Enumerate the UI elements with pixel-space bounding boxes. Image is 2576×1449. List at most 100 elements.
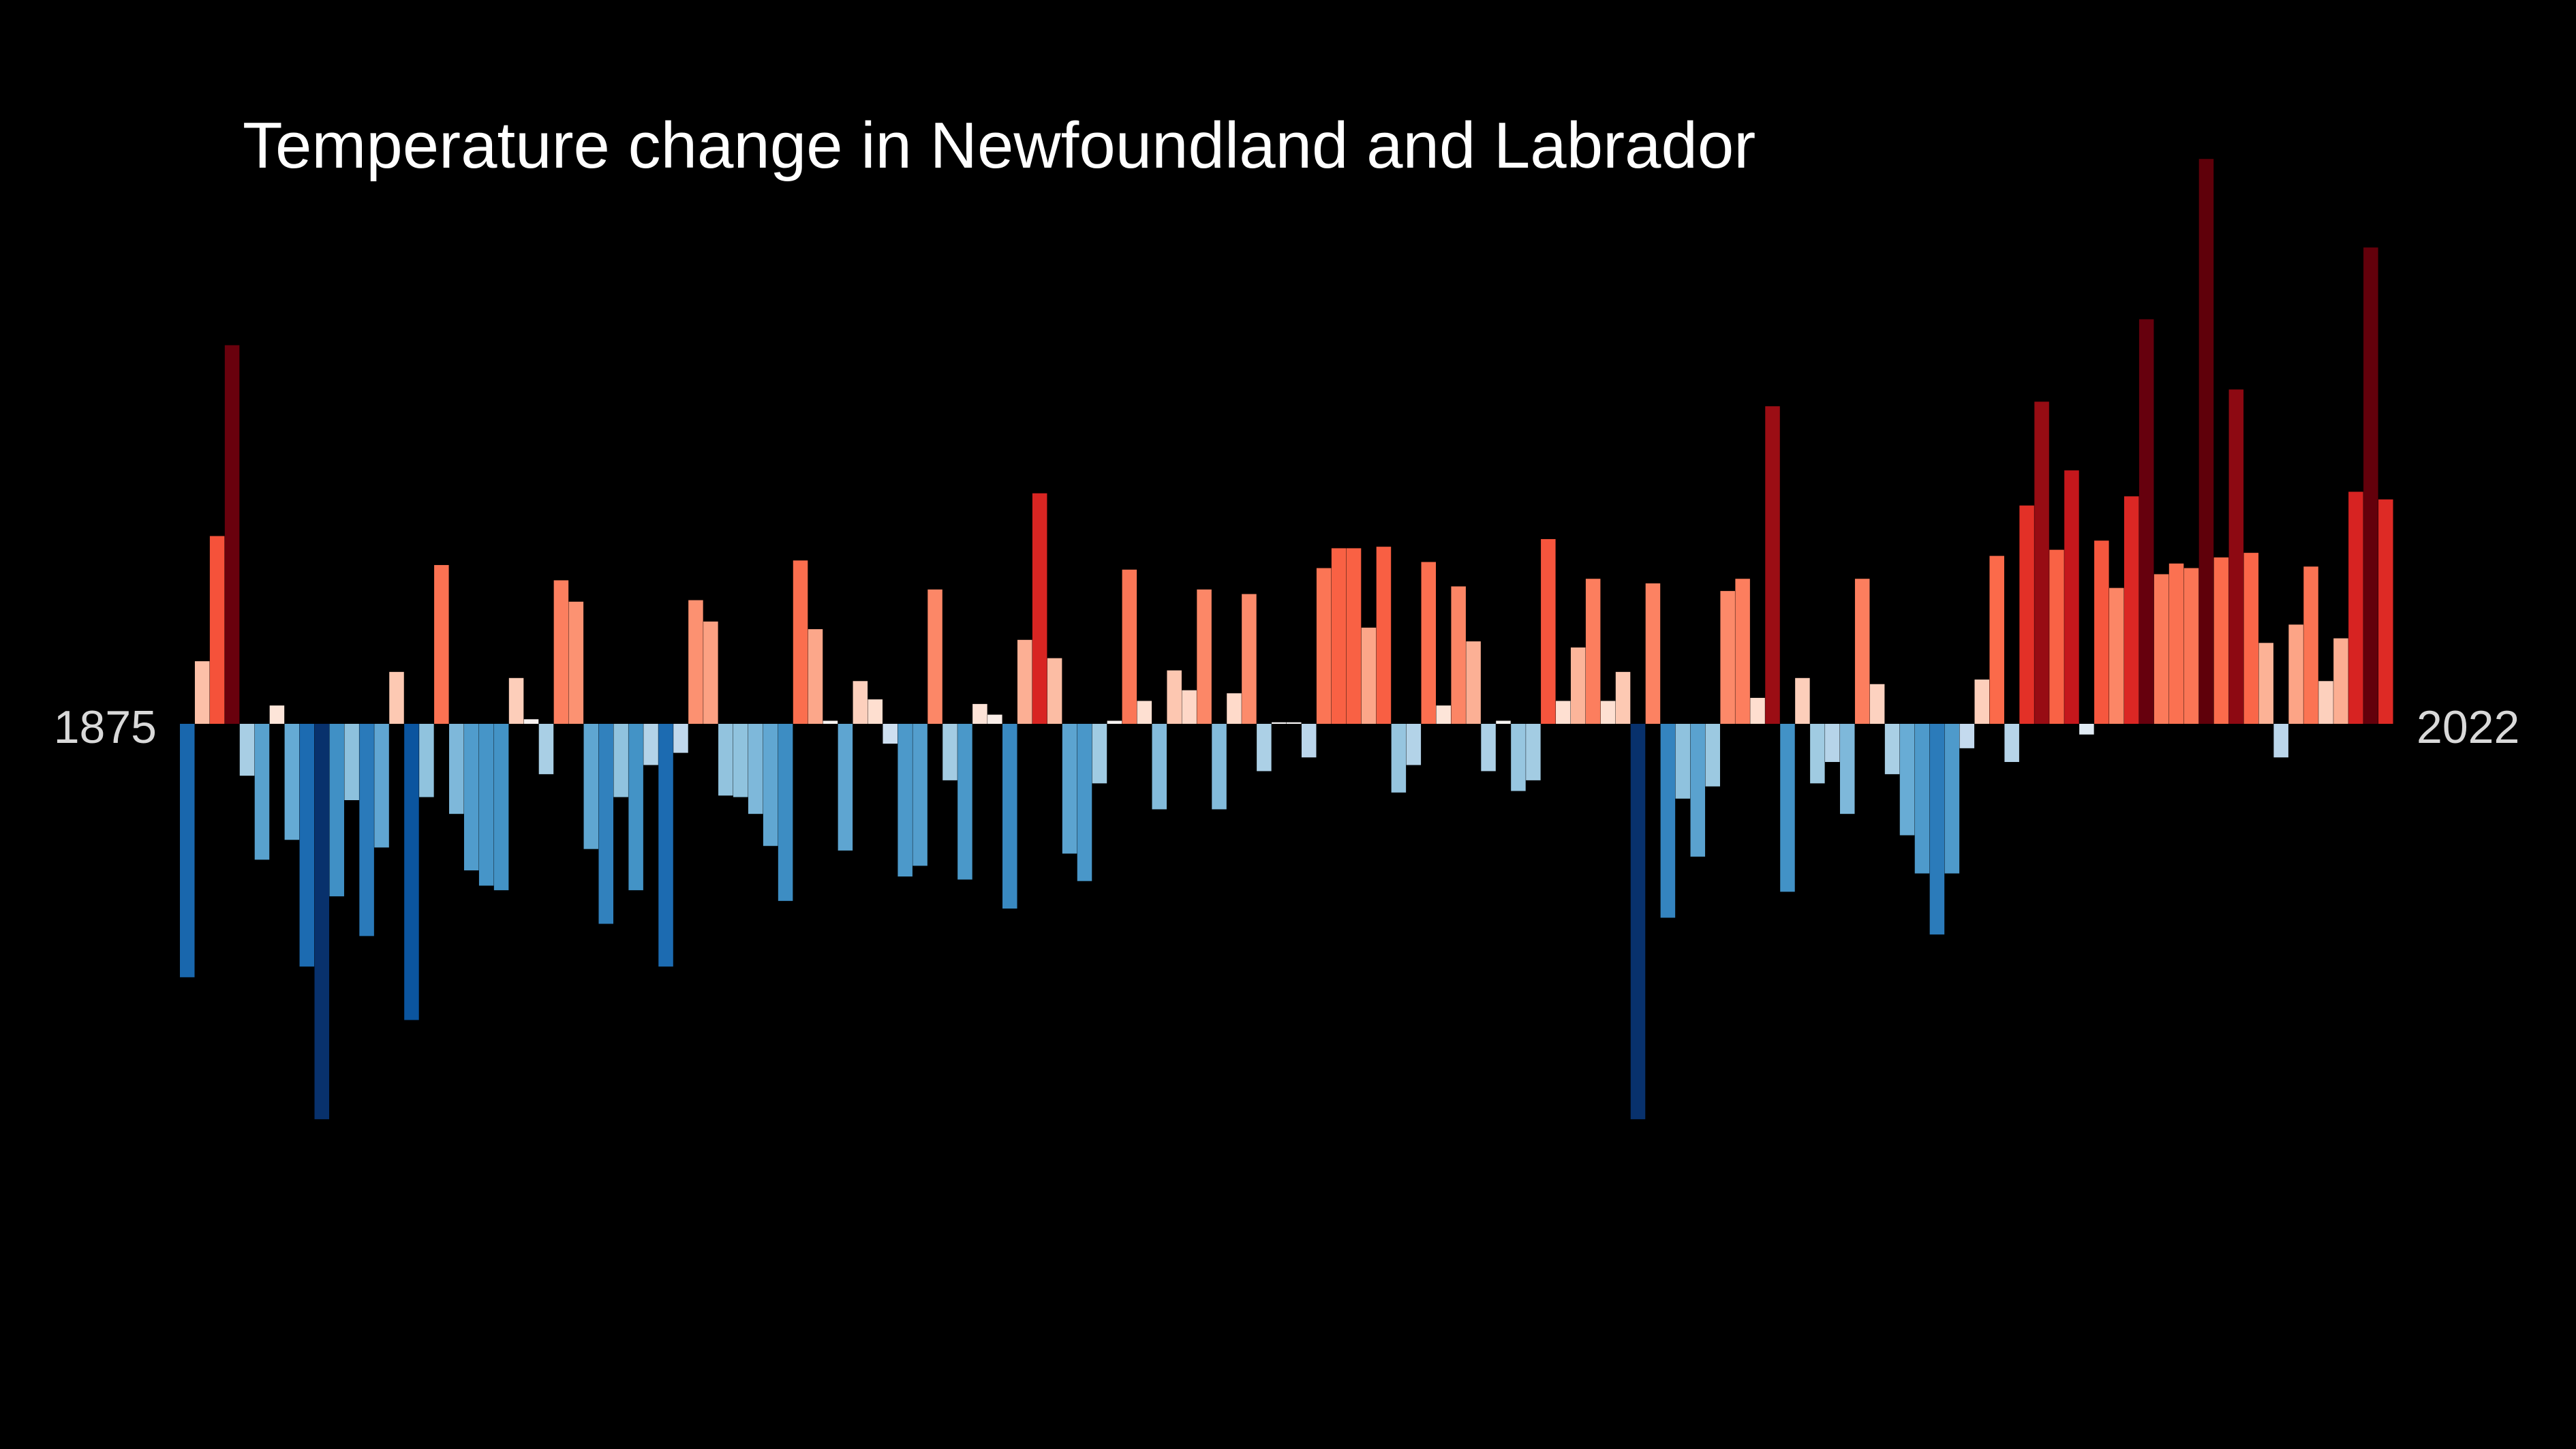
bar-1907	[658, 724, 673, 967]
bar-2003	[2094, 540, 2109, 724]
bar-1994	[1959, 724, 1975, 748]
bar-2022	[2378, 499, 2393, 724]
bar-1901	[568, 601, 584, 724]
bar-2000	[2049, 549, 2064, 724]
bar-1895	[478, 724, 494, 886]
bar-1900	[553, 580, 569, 724]
bar-1891	[419, 724, 434, 797]
bar-1964	[1511, 724, 1526, 791]
bar-2010	[2198, 159, 2214, 724]
bar-1896	[493, 724, 509, 891]
bar-1942	[1182, 690, 1197, 724]
bar-1911	[718, 724, 733, 796]
bar-1904	[613, 724, 628, 797]
bar-2019	[2333, 638, 2348, 724]
bar-2005	[2123, 496, 2139, 724]
bar-1899	[538, 724, 554, 774]
bar-1990	[1899, 724, 1915, 836]
bar-1993	[1944, 724, 1960, 874]
bar-1927	[957, 724, 972, 880]
bar-1959	[1436, 705, 1451, 724]
bar-1958	[1421, 562, 1437, 724]
bar-2004	[2109, 588, 2124, 724]
bar-1980	[1750, 697, 1765, 724]
bar-1938	[1122, 569, 1137, 724]
bar-2006	[2138, 319, 2154, 724]
bar-2018	[2318, 681, 2333, 724]
bar-1894	[463, 724, 479, 871]
bar-1923	[898, 724, 913, 876]
bar-1995	[1974, 680, 1990, 724]
bar-1875	[180, 724, 195, 977]
bar-1884	[314, 724, 330, 1120]
bar-1989	[1884, 724, 1900, 774]
end-year-label: 2022	[2417, 701, 2519, 753]
bar-1917	[808, 629, 823, 724]
bar-1928	[972, 703, 987, 724]
bar-1999	[2034, 401, 2049, 724]
bar-1939	[1137, 701, 1152, 724]
bar-1905	[628, 724, 643, 891]
bar-1948	[1272, 722, 1287, 724]
bar-1919	[838, 724, 853, 851]
chart-title: Temperature change in Newfoundland and L…	[243, 109, 1755, 182]
bar-1916	[793, 560, 808, 724]
bar-2020	[2348, 491, 2363, 724]
bar-1961	[1466, 641, 1481, 724]
bar-1918	[823, 720, 838, 724]
bar-1924	[913, 724, 927, 866]
bar-1992	[1929, 724, 1945, 935]
bar-1966	[1541, 538, 1556, 724]
bar-1978	[1720, 591, 1735, 724]
bar-1951	[1316, 568, 1332, 724]
bar-1885	[329, 724, 344, 897]
bar-1969	[1585, 579, 1601, 724]
bar-1960	[1451, 586, 1466, 724]
bar-1977	[1705, 724, 1720, 787]
bar-1909	[688, 600, 703, 724]
bar-1957	[1406, 724, 1422, 765]
bar-1985	[1825, 724, 1840, 762]
bar-1971	[1615, 671, 1631, 724]
bar-1949	[1287, 722, 1302, 724]
bar-2014	[2258, 643, 2273, 724]
bar-1913	[748, 724, 763, 814]
bar-1998	[2019, 505, 2034, 724]
bar-1936	[1092, 724, 1107, 784]
bar-1876	[194, 661, 210, 724]
bar-1991	[1914, 724, 1930, 874]
bar-2011	[2213, 557, 2229, 724]
bar-1877	[209, 536, 225, 724]
bar-1893	[449, 724, 464, 814]
bar-1976	[1690, 724, 1706, 857]
start-year-label: 1875	[54, 701, 157, 753]
bar-1946	[1242, 594, 1257, 724]
bar-1965	[1526, 724, 1541, 780]
bar-1930	[1002, 724, 1017, 909]
bar-1920	[853, 681, 868, 724]
bar-1996	[1989, 555, 2004, 724]
bar-1882	[284, 724, 300, 840]
bar-1881	[269, 705, 285, 724]
bar-1932	[1032, 493, 1047, 724]
bar-1979	[1735, 579, 1750, 724]
bar-1955	[1376, 547, 1392, 724]
bar-1897	[508, 677, 524, 724]
bar-1986	[1840, 724, 1855, 814]
bar-1912	[733, 724, 748, 797]
bar-1878	[224, 345, 240, 724]
bar-1974	[1660, 724, 1676, 918]
bar-1956	[1391, 724, 1407, 793]
bar-2012	[2228, 389, 2244, 724]
bar-1984	[1810, 724, 1825, 784]
bar-2013	[2243, 553, 2259, 724]
bar-1972	[1630, 724, 1646, 1120]
bar-2021	[2363, 247, 2378, 724]
bar-2002	[2079, 724, 2094, 735]
bar-1987	[1854, 579, 1870, 724]
bars-group	[180, 159, 2393, 1120]
bar-1944	[1212, 724, 1227, 810]
bar-1935	[1077, 724, 1092, 881]
bar-2008	[2168, 563, 2184, 724]
